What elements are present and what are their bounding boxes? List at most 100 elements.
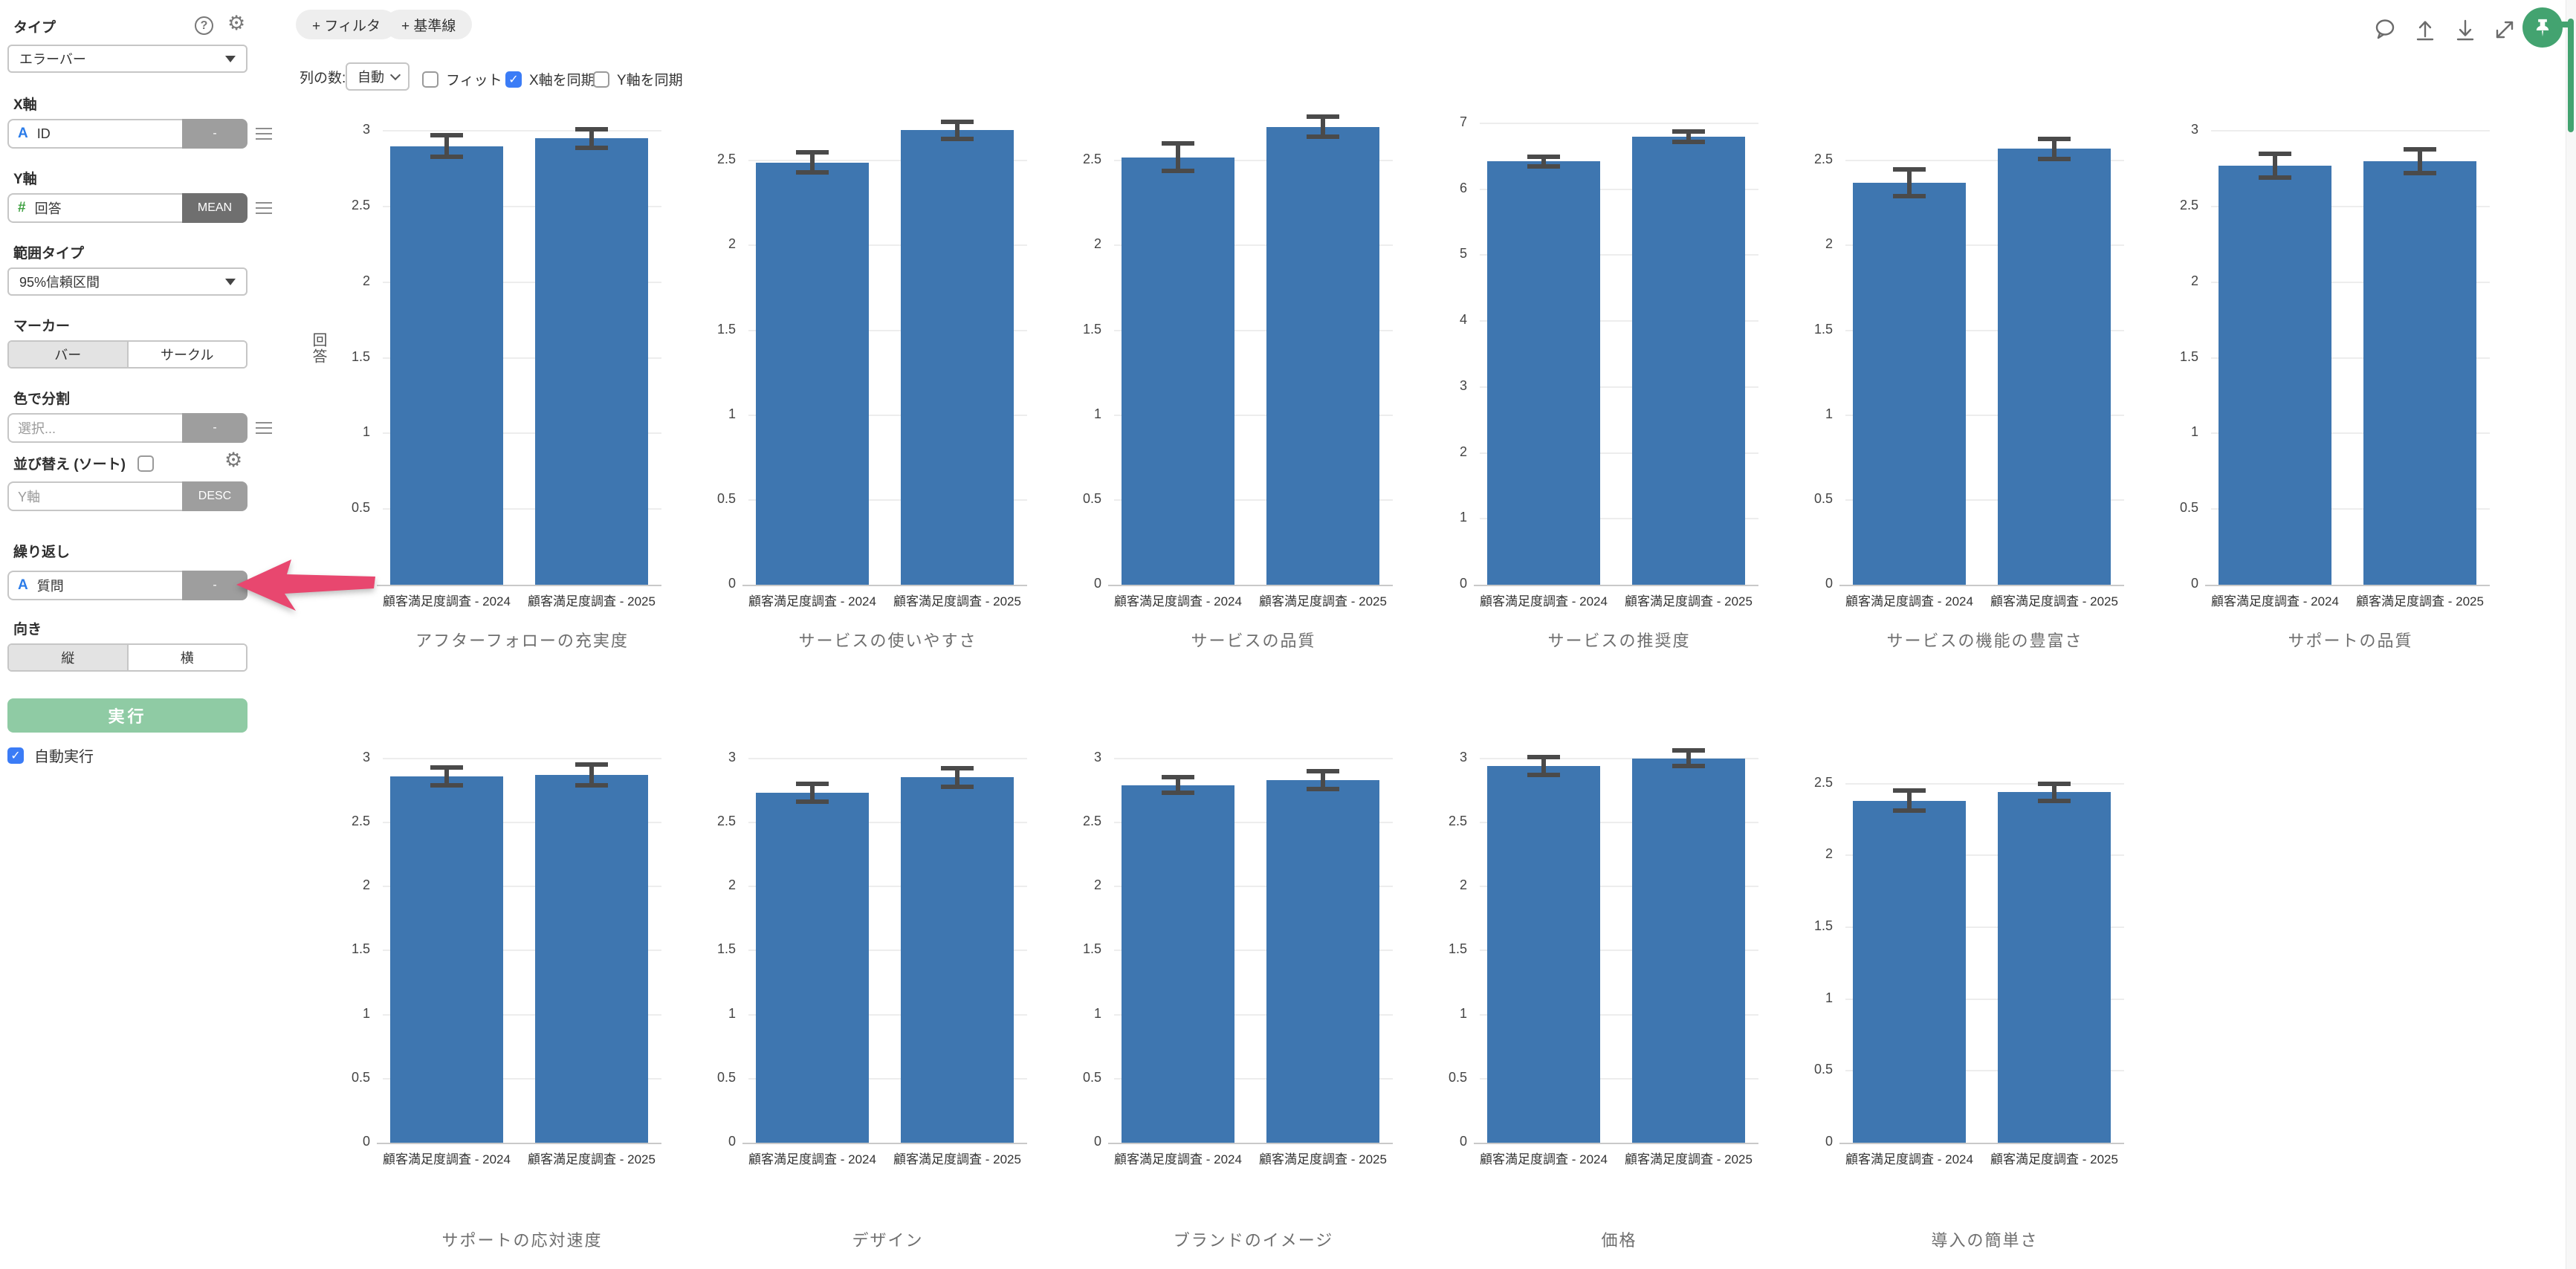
error-bar-cap-bottom <box>2038 156 2071 161</box>
x-axis-field-name: ID <box>36 126 51 141</box>
bar[interactable] <box>756 793 869 1143</box>
y-tick-label: 1 <box>1093 406 1101 421</box>
color-field[interactable]: 選択... <box>7 413 182 443</box>
y-tick-label: 2.5 <box>2179 197 2198 212</box>
error-bar-line <box>955 768 959 787</box>
run-button[interactable]: 実行 <box>7 698 247 733</box>
bar[interactable] <box>1998 149 2111 585</box>
chart-title: アフターフォローの充実度 <box>415 632 629 650</box>
bar[interactable] <box>535 775 648 1143</box>
orientation-option-horizontal[interactable]: 横 <box>126 645 246 670</box>
y-tick-label: 1.5 <box>351 941 370 957</box>
bar[interactable] <box>1487 161 1600 585</box>
chart-title: サービスの推奨度 <box>1547 632 1691 650</box>
gridline <box>383 205 661 207</box>
chart-title: サービスの機能の豊富さ <box>1886 632 2083 650</box>
bar[interactable] <box>1853 182 1966 585</box>
upload-icon[interactable] <box>2414 18 2436 45</box>
error-bar-line <box>2273 153 2277 178</box>
y-axis-menu-icon[interactable] <box>256 207 272 209</box>
add-baseline-button[interactable]: + 基準線 <box>385 10 473 39</box>
error-bar-line <box>1907 791 1912 811</box>
bar[interactable] <box>2219 166 2331 585</box>
pin-button[interactable] <box>2522 7 2563 48</box>
bar[interactable] <box>1487 765 1600 1143</box>
y-tick-label: 1.5 <box>716 941 736 957</box>
y-tick-label: 1 <box>362 424 370 440</box>
error-bar-cap-top <box>575 762 608 767</box>
range-type-label: 範囲タイプ <box>13 246 85 262</box>
repeat-field[interactable]: A 質問 <box>7 571 182 600</box>
gridline <box>1114 414 1393 416</box>
y-tick-label: 1.5 <box>351 348 370 364</box>
sync-x-checkbox[interactable] <box>505 71 522 88</box>
color-menu-icon[interactable] <box>256 427 272 429</box>
gridline <box>748 886 1027 888</box>
gridline <box>748 160 1027 162</box>
y-axis-field[interactable]: # 回答 <box>7 193 182 223</box>
bar[interactable] <box>756 162 869 585</box>
bar[interactable] <box>535 138 648 585</box>
bar[interactable] <box>2363 160 2476 585</box>
text-type-icon: A <box>18 126 28 141</box>
marker-option-circle[interactable]: サークル <box>126 342 246 367</box>
x-axis-menu-icon[interactable] <box>256 133 272 134</box>
bar[interactable] <box>1853 800 1966 1143</box>
fit-checkbox[interactable] <box>422 71 438 88</box>
x-axis-line <box>1839 1143 2124 1144</box>
range-type-select[interactable]: 95%信頼区間 <box>7 267 247 296</box>
sort-checkbox[interactable] <box>137 455 154 472</box>
bar[interactable] <box>1998 792 2111 1143</box>
bar[interactable] <box>1266 779 1379 1143</box>
bar[interactable] <box>1632 136 1745 585</box>
autorun-checkbox[interactable] <box>7 747 24 764</box>
bar[interactable] <box>1632 758 1745 1143</box>
x-axis-field[interactable]: A ID <box>7 119 182 149</box>
y-tick-label: 2.5 <box>1082 813 1101 828</box>
sort-field-pill: Y軸 DESC <box>7 481 247 511</box>
orientation-option-vertical[interactable]: 縦 <box>9 645 127 670</box>
bar[interactable] <box>390 776 503 1143</box>
marker-option-bar[interactable]: バー <box>9 342 127 367</box>
repeat-aggregation-button[interactable]: - <box>182 571 247 600</box>
chart-type-select[interactable]: エラーバー <box>7 45 247 73</box>
bar[interactable] <box>901 777 1014 1143</box>
sync-y-checkbox[interactable] <box>593 71 609 88</box>
y-tick-label: 0.5 <box>1082 1069 1101 1085</box>
x-axis-aggregation-button[interactable]: - <box>182 119 247 149</box>
gridline <box>2211 205 2490 207</box>
error-bar-line <box>955 121 959 139</box>
type-label: タイプ <box>13 20 56 36</box>
error-bar-cap-top <box>796 782 829 787</box>
error-bar-cap-top <box>430 765 463 770</box>
bar[interactable] <box>901 130 1014 585</box>
columns-select[interactable]: 自動 <box>346 62 410 91</box>
add-filter-button[interactable]: + フィルタ <box>296 10 397 39</box>
y-tick-label: 1.5 <box>1082 321 1101 337</box>
x-tick-label: 顧客満足度調査 - 2025 <box>893 594 1021 608</box>
x-axis-line <box>1474 1143 1758 1144</box>
scrollbar-thumb[interactable] <box>2568 19 2574 132</box>
expand-icon[interactable] <box>2493 18 2517 45</box>
gridline <box>1845 414 2124 416</box>
x-tick-label: 顧客満足度調査 - 2025 <box>1259 594 1387 608</box>
bar[interactable] <box>390 146 503 585</box>
gear-icon[interactable]: ⚙ <box>227 12 246 34</box>
color-aggregation-button[interactable]: - <box>182 413 247 443</box>
x-axis-line <box>1474 585 1758 586</box>
bar[interactable] <box>1266 126 1379 585</box>
error-bar-cap-bottom <box>1893 194 1926 199</box>
sort-direction-button[interactable]: DESC <box>182 481 247 511</box>
gridline <box>383 757 661 759</box>
scrollbar-track[interactable] <box>2566 0 2576 1269</box>
download-icon[interactable] <box>2454 18 2476 45</box>
help-icon[interactable]: ? <box>195 16 213 35</box>
y-tick-label: 2 <box>1825 846 1833 862</box>
comment-icon[interactable] <box>2374 18 2398 45</box>
sort-gear-icon[interactable]: ⚙ <box>224 449 243 471</box>
bar[interactable] <box>1122 157 1234 585</box>
sort-field[interactable]: Y軸 <box>7 481 182 511</box>
bar[interactable] <box>1122 785 1234 1143</box>
y-tick-label: 2 <box>728 236 736 252</box>
y-axis-aggregation-button[interactable]: MEAN <box>182 193 247 223</box>
